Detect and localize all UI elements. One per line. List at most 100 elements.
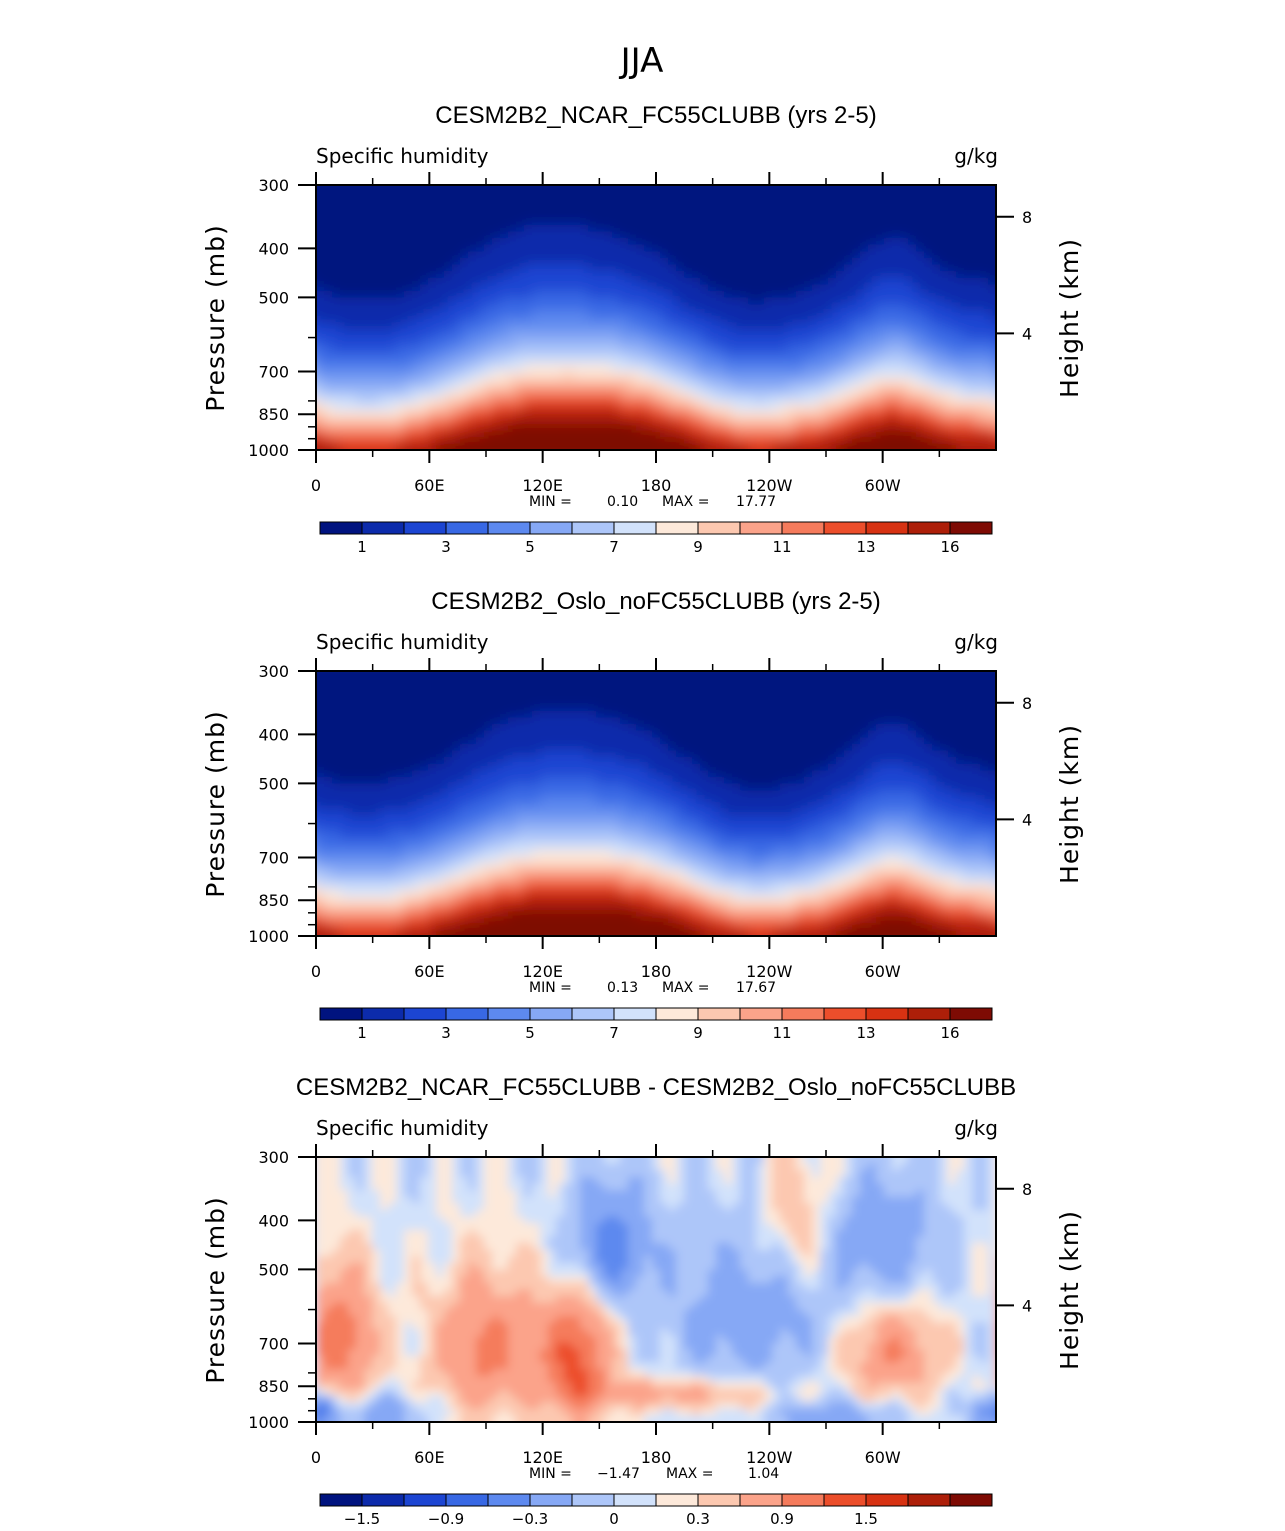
field-cell	[820, 357, 829, 365]
field-cell	[772, 271, 781, 279]
field-cell	[668, 324, 677, 332]
field-cell	[884, 457, 893, 464]
field-cell	[460, 403, 469, 411]
field-cell	[492, 264, 501, 272]
field-cell	[796, 271, 805, 279]
field-cell	[892, 457, 901, 464]
field-cell	[924, 271, 933, 279]
field-cell	[836, 457, 845, 464]
field-cell	[476, 677, 485, 685]
field-cell	[476, 297, 485, 305]
field-cell	[652, 397, 661, 405]
field-cell	[500, 443, 509, 450]
field-cell	[652, 377, 661, 385]
field-cell	[796, 724, 805, 732]
field-cell	[724, 284, 733, 292]
field-cell	[492, 724, 501, 732]
field-cell	[852, 324, 861, 332]
field-cell	[900, 244, 909, 252]
field-cell	[524, 423, 533, 431]
field-cell	[708, 363, 717, 372]
field-cell	[356, 344, 365, 352]
field-cell	[572, 284, 581, 292]
field-cell	[556, 416, 565, 425]
field-cell	[508, 363, 517, 372]
field-cell	[364, 264, 373, 272]
field-cell	[476, 304, 485, 312]
field-cell	[764, 677, 773, 685]
field-cell	[900, 297, 909, 305]
field-cell	[580, 658, 589, 665]
field-cell	[908, 457, 917, 464]
field-cell	[924, 251, 933, 259]
field-cell	[788, 224, 797, 232]
field-cell	[956, 350, 965, 358]
field-cell	[412, 397, 421, 405]
field-cell	[612, 204, 621, 213]
field-cell	[596, 416, 605, 425]
field-cell	[940, 238, 949, 246]
field-cell	[380, 238, 389, 246]
field-cell	[532, 377, 541, 385]
field-cell	[548, 697, 557, 705]
field-cell	[868, 704, 877, 712]
field-cell	[868, 204, 877, 213]
field-cell	[748, 291, 757, 299]
field-cell	[764, 443, 773, 450]
field-cell	[516, 344, 525, 352]
field-cell	[436, 324, 445, 332]
field-cell	[548, 363, 557, 372]
field-cell	[540, 344, 549, 352]
field-cell	[828, 717, 837, 725]
field-cell	[772, 231, 781, 239]
field-cell	[396, 277, 405, 285]
field-cell	[316, 436, 325, 444]
field-cell	[700, 357, 709, 365]
field-cell	[324, 251, 333, 259]
field-cell	[956, 717, 965, 725]
field-cell	[636, 370, 645, 378]
field-cell	[436, 410, 445, 418]
field-cell	[516, 717, 525, 725]
field-cell	[916, 383, 925, 391]
field-cell	[548, 317, 557, 325]
field-cell	[476, 224, 485, 232]
field-cell	[548, 436, 557, 444]
field-cell	[388, 344, 397, 352]
field-cell	[756, 383, 765, 391]
field-cell	[444, 430, 453, 438]
field-cell	[396, 330, 405, 338]
field-cell	[500, 324, 509, 332]
field-cell	[604, 218, 613, 226]
field-cell	[340, 251, 349, 259]
field-cell	[364, 710, 373, 718]
field-cell	[860, 330, 869, 338]
field-cell	[476, 370, 485, 378]
field-cell	[604, 185, 613, 193]
field-cell	[692, 251, 701, 259]
field-cell	[876, 231, 885, 239]
field-cell	[508, 410, 517, 418]
field-cell	[380, 377, 389, 385]
field-cell	[396, 224, 405, 232]
field-cell	[556, 403, 565, 411]
field-cell	[828, 277, 837, 285]
field-cell	[844, 324, 853, 332]
field-cell	[524, 450, 533, 457]
field-cell	[676, 244, 685, 252]
field-cell	[396, 717, 405, 725]
field-cell	[484, 684, 493, 692]
field-cell	[892, 310, 901, 319]
field-cell	[852, 710, 861, 718]
field-cell	[1004, 304, 1013, 311]
field-cell	[452, 697, 461, 705]
field-cell	[900, 677, 909, 685]
field-cell	[788, 330, 797, 338]
field-cell	[348, 730, 357, 738]
field-cell	[420, 337, 429, 345]
field-cell	[916, 264, 925, 272]
field-cell	[692, 357, 701, 365]
field-cell	[956, 191, 965, 199]
field-cell	[332, 443, 341, 450]
field-cell	[1004, 251, 1013, 258]
